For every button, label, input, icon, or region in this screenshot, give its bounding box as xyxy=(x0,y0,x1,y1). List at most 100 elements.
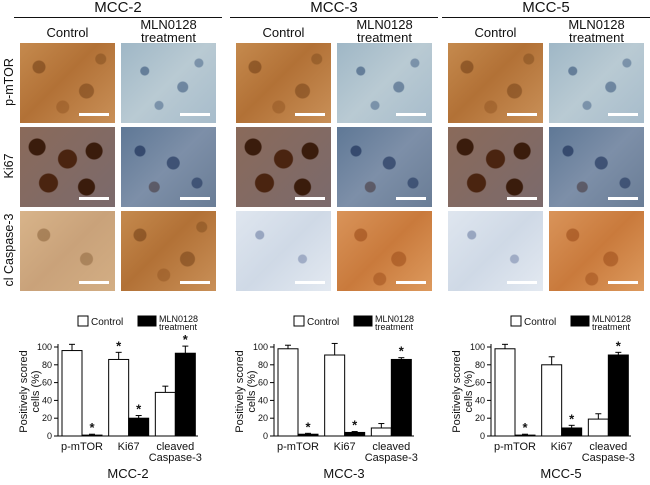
significance-star: * xyxy=(136,402,142,417)
scale-bar xyxy=(507,197,537,200)
micrograph-p-mtor-control xyxy=(448,43,543,123)
scale-bar xyxy=(295,113,325,116)
x-category-label: p-mTOR xyxy=(277,441,319,453)
significance-star: * xyxy=(522,420,528,435)
panel-title-underline xyxy=(230,17,438,18)
y-tick-label: 60 xyxy=(475,378,485,388)
significance-star: * xyxy=(305,419,311,434)
x-category-label: Ki67 xyxy=(551,441,573,453)
x-axis-label: MCC-2 xyxy=(107,466,148,481)
legend-label-treatment-line2: treatment xyxy=(159,322,198,332)
x-category-label: cleaved xyxy=(372,441,410,453)
bar-treatment-cleaved-caspase-3 xyxy=(174,352,196,437)
micrograph-ki67-control xyxy=(448,127,543,207)
micrograph-cl-caspase-3-control xyxy=(448,211,543,291)
column-label-control: Control xyxy=(262,25,305,40)
legend-label-treatment-line2: treatment xyxy=(592,322,631,332)
micrograph-cl-caspase-3-control xyxy=(20,211,115,291)
y-tick-label: 60 xyxy=(42,378,52,388)
scale-bar xyxy=(396,281,426,284)
bar-treatment-p-mtor xyxy=(514,434,536,437)
y-tick-label: 0 xyxy=(480,431,485,441)
scale-bar xyxy=(180,281,210,284)
bar-control-p-mtor xyxy=(61,350,83,437)
micrograph-ki67-treatment xyxy=(121,127,216,207)
bar-treatment-cleaved-caspase-3 xyxy=(607,354,629,437)
bar-treatment-ki67 xyxy=(128,417,150,437)
y-tick-label: 20 xyxy=(475,413,485,423)
scale-bar xyxy=(507,113,537,116)
micrograph-cl-caspase-3-treatment xyxy=(337,211,432,291)
panel-title: MCC-3 xyxy=(310,0,358,16)
x-category-label: cleaved xyxy=(156,441,194,453)
significance-star: * xyxy=(183,332,189,347)
micrograph-cl-caspase-3-treatment xyxy=(549,211,644,291)
scale-bar xyxy=(79,281,109,284)
legend-swatch-control xyxy=(510,315,522,327)
y-tick-label: 100 xyxy=(37,342,52,352)
y-axis-label-line2: cells (%) xyxy=(463,370,475,412)
micrograph-p-mtor-treatment xyxy=(121,43,216,123)
column-label-control: Control xyxy=(46,25,89,40)
legend-label-treatment-line1: MLN0128 xyxy=(375,314,414,324)
x-category-label: p-mTOR xyxy=(494,441,536,453)
scale-bar xyxy=(79,113,109,116)
x-category-label: Caspase-3 xyxy=(149,452,202,464)
panel-title: MCC-5 xyxy=(522,0,570,16)
panel-title-underline xyxy=(14,17,222,18)
x-axis-label: MCC-3 xyxy=(323,466,364,481)
micrograph-p-mtor-treatment xyxy=(337,43,432,123)
scale-bar xyxy=(608,281,638,284)
bar-treatment-ki67 xyxy=(561,427,583,437)
y-tick-label: 80 xyxy=(42,360,52,370)
y-tick-label: 60 xyxy=(258,378,268,388)
significance-star: * xyxy=(569,411,575,426)
y-axis-label-line1: Positively scored xyxy=(234,350,246,433)
x-category-label: p-mTOR xyxy=(61,441,103,453)
legend-label-treatment-line2: treatment xyxy=(375,322,414,332)
legend-label-control: Control xyxy=(524,317,556,328)
column-label-treatment: MLN0128 treatment xyxy=(356,17,413,45)
legend-swatch-treatment xyxy=(570,315,590,327)
scale-bar xyxy=(396,113,426,116)
y-tick-label: 40 xyxy=(258,395,268,405)
x-category-label: Ki67 xyxy=(334,441,356,453)
y-tick-label: 100 xyxy=(470,342,485,352)
y-axis-label-line1: Positively scored xyxy=(451,350,463,433)
legend-label-treatment-line1: MLN0128 xyxy=(592,314,631,324)
micrograph-cl-caspase-3-control xyxy=(236,211,331,291)
bar-control-ki67 xyxy=(541,364,563,437)
legend-swatch-treatment xyxy=(137,315,157,327)
bar-treatment-p-mtor xyxy=(81,434,103,437)
scale-bar xyxy=(396,197,426,200)
micrograph-ki67-treatment xyxy=(337,127,432,207)
significance-star: * xyxy=(399,344,405,359)
significance-star: * xyxy=(616,338,622,353)
y-tick-label: 100 xyxy=(253,342,268,352)
y-axis-label-line2: cells (%) xyxy=(246,370,258,412)
panel-title-underline xyxy=(442,17,650,18)
bar-treatment-p-mtor xyxy=(297,433,319,437)
x-category-label: Caspase-3 xyxy=(365,452,418,464)
legend-label-control: Control xyxy=(91,317,123,328)
significance-star: * xyxy=(116,338,122,353)
scale-bar xyxy=(507,281,537,284)
micrograph-ki67-treatment xyxy=(549,127,644,207)
y-tick-label: 80 xyxy=(258,360,268,370)
x-category-label: cleaved xyxy=(589,441,627,453)
column-label-treatment: MLN0128 treatment xyxy=(140,17,197,45)
legend-label-treatment-line1: MLN0128 xyxy=(159,314,198,324)
legend-swatch-treatment xyxy=(353,315,373,327)
bar-control-ki67 xyxy=(324,354,346,437)
scale-bar xyxy=(180,197,210,200)
significance-star: * xyxy=(89,420,95,435)
significance-star: * xyxy=(352,418,358,433)
y-tick-label: 40 xyxy=(475,395,485,405)
row-label: p-mTOR xyxy=(2,58,16,106)
y-axis-label-line2: cells (%) xyxy=(30,370,42,412)
micrograph-ki67-control xyxy=(20,127,115,207)
x-axis-label: MCC-5 xyxy=(540,466,581,481)
scale-bar xyxy=(180,113,210,116)
bar-control-cleaved-caspase-3 xyxy=(154,391,176,437)
